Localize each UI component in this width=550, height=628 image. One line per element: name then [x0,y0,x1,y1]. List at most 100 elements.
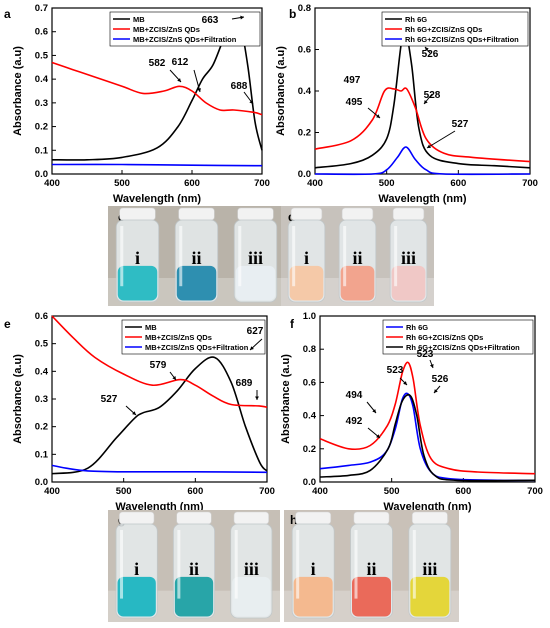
arrow-head [255,396,259,400]
glass-highlight [177,530,181,599]
arrow-head [376,114,380,118]
peak-annotation: 689 [236,378,253,389]
peak-annotation: 663 [202,15,219,26]
vial: ii [338,207,377,303]
peak-annotation: 582 [149,58,166,69]
glass-highlight [234,530,238,599]
vial: ii [172,511,216,619]
annotation-arrow [193,69,201,93]
y-axis-label: Absorbance (a.u) [275,46,287,136]
series-line-2 [319,393,536,482]
legend-entry: Rh 6G+ZCIS/ZnS QDs [406,333,483,342]
glass-highlight [120,226,124,287]
series-line-1 [314,87,531,163]
vial: iii [230,511,273,619]
plot-frame [319,315,536,483]
peak-annotation: 526 [432,374,449,385]
vial-label: iii [244,559,259,579]
y-tick-label: 0.8 [303,344,316,355]
vial-liquid [174,576,214,617]
series-line-1 [319,361,536,475]
panel-label: h [290,513,297,527]
vial-liquid [340,265,375,301]
y-tick-label: 0.5 [35,339,49,350]
legend-entry: MB [145,323,157,332]
y-tick-label: 0.1 [35,145,49,156]
plot-frame [51,7,263,175]
vial-liquid [117,576,156,617]
legend-entry: Rh 6G [406,323,428,332]
peak-annotation: 579 [150,360,167,371]
peak-annotation: 523 [387,365,404,376]
photo-panel-g: giiiiii [108,510,280,622]
vial: ii [174,207,219,303]
y-axis-label: Absorbance (a.u) [12,46,24,136]
y-tick-label: 0.4 [35,366,49,377]
arrow-head [403,381,407,385]
y-tick-label: 0.6 [303,377,316,388]
arrow-head [372,409,376,413]
glass-highlight [120,530,124,599]
y-tick-label: 0.2 [303,444,316,455]
vial-liquid [410,576,450,617]
vial-label: ii [352,248,362,268]
series-line-2 [314,146,531,176]
x-axis-label: Wavelength (nm) [378,193,467,205]
y-tick-label: 0.1 [35,449,49,460]
panel-label: a [4,7,11,21]
chart-panel-a: a 400 500 600 700 0.0 0.1 0.2 0.3 0.4 0.5 0.6 0.7 Wav… [4,3,270,205]
vial-label: iii [422,559,437,579]
legend-box [109,11,261,47]
vial-cap [290,207,323,221]
legend-entry: Rh 6G [405,15,427,24]
vial-cap [233,511,269,525]
vial: i [287,207,326,303]
y-tick-label: 0.3 [35,98,48,109]
vial-cap [237,207,274,221]
peak-annotation: 495 [346,97,363,108]
arrow-head [177,78,181,82]
vial-label: i [135,248,140,268]
vial: i [115,511,158,619]
vial-cap [353,511,390,525]
y-tick-label: 0.6 [35,27,48,38]
y-tick-label: 0.4 [303,411,317,422]
y-tick-label: 0.4 [298,86,312,97]
arrow-head [240,15,244,20]
glass-highlight [238,226,242,287]
panel-label: e [4,317,11,331]
y-tick-label: 0.0 [35,477,48,488]
x-tick-label: 700 [259,486,275,497]
glass-highlight [412,530,416,599]
y-axis-label: Absorbance (a.u) [280,354,292,444]
glass-highlight [296,530,300,599]
x-tick-label: 500 [116,486,132,497]
vial-cap [341,207,374,221]
annotation-arrow [426,130,456,149]
vial-label: ii [191,248,201,268]
vial: iii [389,207,428,303]
vial-liquid [289,265,324,301]
peak-annotation: 492 [346,416,363,427]
vial-liquid [232,576,271,617]
peak-annotation: 688 [231,81,248,92]
panel-label: b [289,7,296,21]
legend-box [382,319,534,355]
arrow-head [132,411,136,415]
photo-panel-h: hi ii iii [284,510,459,622]
x-tick-label: 500 [384,486,400,497]
arrow-head [249,100,253,104]
photo-panel-d: diiiiii [281,206,434,306]
vial-liquid [352,576,391,617]
y-tick-label: 0.0 [303,477,316,488]
series-line-1 [51,315,268,409]
glass-highlight [343,226,347,287]
arrow-head [197,88,201,92]
x-tick-label: 600 [450,178,466,189]
legend-box [121,319,266,355]
x-tick-label: 400 [44,486,60,497]
peak-annotation: 527 [101,394,118,405]
